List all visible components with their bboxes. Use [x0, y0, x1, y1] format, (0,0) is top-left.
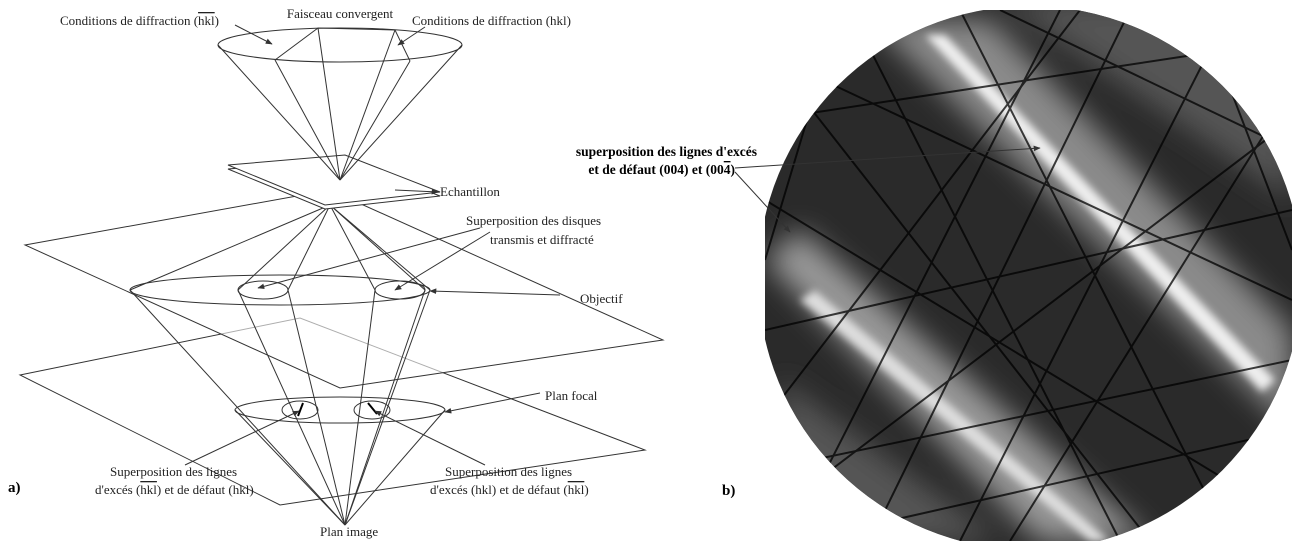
panel-label: b) — [722, 483, 735, 499]
arrows — [184, 24, 561, 466]
label: d'excés (hkl) et de défaut (hkl) — [430, 482, 589, 497]
cone — [217, 27, 463, 181]
label: Superposition des disques — [466, 213, 601, 228]
label: Conditions de diffraction (hkl) — [60, 13, 219, 28]
label: Superposition des lignes — [110, 464, 237, 479]
label: Faisceau convergent — [287, 6, 394, 21]
annotation: superposition des lignes d'excés — [576, 144, 757, 159]
label: Objectif — [580, 291, 623, 306]
small-disc — [353, 400, 391, 420]
pattern-image — [765, 10, 1292, 541]
label: Plan image — [320, 524, 378, 539]
label: Conditions de diffraction (hkl) — [412, 13, 571, 28]
diagram-a — [18, 24, 665, 526]
label: Plan focal — [545, 388, 598, 403]
rays — [129, 204, 446, 526]
annotation: et de défaut (004) et (004) — [588, 162, 735, 177]
small-disc — [281, 400, 319, 420]
focal-plane — [18, 317, 647, 506]
label: transmis et diffracté — [490, 232, 594, 247]
panel-label: a) — [8, 480, 21, 496]
label: Superposition des lignes — [445, 464, 572, 479]
sample — [227, 154, 441, 206]
label: d'excés (hkl) et de défaut (hkl) — [95, 482, 254, 497]
label: Echantillon — [440, 184, 500, 199]
objective-plane — [23, 189, 665, 389]
top-ellipse — [217, 27, 463, 63]
arrows-b — [734, 145, 1041, 233]
